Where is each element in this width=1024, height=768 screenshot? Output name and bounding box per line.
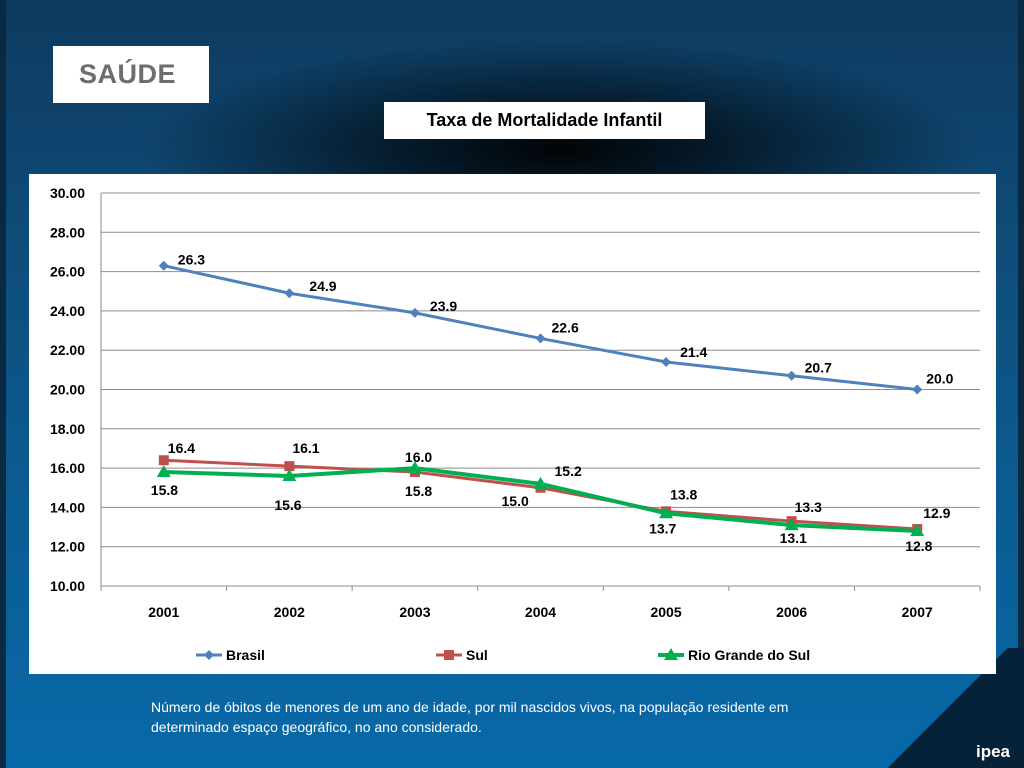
x-tick-label-4: 2005 xyxy=(650,604,681,620)
data-label-brasil-2003: 23.9 xyxy=(430,298,457,314)
legend-marker-brasil xyxy=(204,650,214,660)
y-tick-label-3: 16.00 xyxy=(50,460,85,476)
point-brasil-2003 xyxy=(409,307,420,318)
point-rio-grande-do-sul-2003 xyxy=(407,461,422,474)
x-tick-label-0: 2001 xyxy=(148,604,179,620)
y-tick-label-6: 22.00 xyxy=(50,342,85,358)
point-brasil-2007 xyxy=(912,384,923,395)
data-label-rio-grande-do-sul-2004: 15.2 xyxy=(555,463,582,479)
point-rio-grande-do-sul-2005 xyxy=(659,506,674,519)
legend-label-brasil: Brasil xyxy=(226,647,265,663)
section-badge: SAÚDE xyxy=(53,46,209,103)
y-tick-label-1: 12.00 xyxy=(50,539,85,555)
point-brasil-2004 xyxy=(535,333,546,344)
data-label-sul-2002: 16.1 xyxy=(292,440,319,456)
y-tick-label-5: 20.00 xyxy=(50,382,85,398)
section-label: SAÚDE xyxy=(79,59,177,89)
data-label-sul-2006: 13.3 xyxy=(795,499,822,515)
point-brasil-2006 xyxy=(786,370,797,381)
y-tick-label-8: 26.00 xyxy=(50,264,85,280)
chart-data-labels: 26.3 24.9 23.9 22.6 21.4 20.7 20.0 16.4 16.1 15.8… xyxy=(151,252,954,554)
y-tick-label-10: 30.00 xyxy=(50,185,85,201)
x-tick-label-6: 2007 xyxy=(902,604,933,620)
data-label-brasil-2002: 24.9 xyxy=(309,278,336,294)
data-label-rio-grande-do-sul-2002: 15.6 xyxy=(274,497,301,513)
point-brasil-2002 xyxy=(284,288,295,299)
x-axis-ticks: 2001 2002 2003 2004 2005 2006 2007 xyxy=(148,604,933,620)
point-sul-2002 xyxy=(284,461,295,472)
chart-title: Taxa de Mortalidade Infantil xyxy=(384,102,705,139)
chart-caption: Número de óbitos de menores de um ano de… xyxy=(151,699,789,735)
data-label-rio-grande-do-sul-2003: 16.0 xyxy=(405,449,432,465)
legend-label-rio-grande-do-sul: Rio Grande do Sul xyxy=(688,647,810,663)
chart-title-text: Taxa de Mortalidade Infantil xyxy=(426,110,663,130)
data-label-brasil-2005: 21.4 xyxy=(680,344,707,360)
legend-label-sul: Sul xyxy=(466,647,488,663)
point-rio-grande-do-sul-2006 xyxy=(784,518,799,531)
point-rio-grande-do-sul-2001 xyxy=(156,465,171,478)
point-rio-grande-do-sul-2002 xyxy=(282,468,297,481)
point-brasil-2001 xyxy=(158,260,169,271)
chart-panel: 10.00 12.00 14.00 16.00 18.00 20.00 22.00 24.00… xyxy=(29,174,996,674)
chart-series xyxy=(156,260,925,536)
x-tick-label-1: 2002 xyxy=(274,604,305,620)
data-label-brasil-2007: 20.0 xyxy=(926,371,953,387)
y-tick-label-9: 28.00 xyxy=(50,224,85,240)
y-axis-ticks: 10.00 12.00 14.00 16.00 18.00 20.00 22.00 24.00… xyxy=(50,185,85,594)
point-rio-grande-do-sul-2004 xyxy=(533,476,548,489)
point-sul-2001 xyxy=(158,455,169,466)
y-tick-label-2: 14.00 xyxy=(50,499,85,515)
data-label-sul-2004: 15.0 xyxy=(502,493,529,509)
x-tick-label-3: 2004 xyxy=(525,604,556,620)
data-label-rio-grande-do-sul-2006: 13.1 xyxy=(780,530,807,546)
data-label-sul-2005: 13.8 xyxy=(670,486,697,502)
point-brasil-2005 xyxy=(661,356,672,367)
left-frame-border xyxy=(0,0,6,768)
legend-marker-rio-grande-do-sul xyxy=(664,648,678,660)
y-tick-label-4: 18.00 xyxy=(50,421,85,437)
data-label-sul-2007: 12.9 xyxy=(923,505,950,521)
data-label-sul-2003: 15.8 xyxy=(405,483,432,499)
legend-marker-sul xyxy=(444,650,454,660)
data-label-rio-grande-do-sul-2007: 12.8 xyxy=(905,538,932,554)
data-label-rio-grande-do-sul-2005: 13.7 xyxy=(649,520,676,536)
line-chart: 10.00 12.00 14.00 16.00 18.00 20.00 22.00 24.00… xyxy=(50,185,981,663)
x-tick-label-5: 2006 xyxy=(776,604,807,620)
data-label-rio-grande-do-sul-2001: 15.8 xyxy=(151,482,178,498)
data-label-brasil-2006: 20.7 xyxy=(805,360,832,376)
y-tick-label-7: 24.00 xyxy=(50,303,85,319)
series-line-sul xyxy=(163,458,918,531)
y-tick-label-0: 10.00 xyxy=(50,578,85,594)
data-label-brasil-2004: 22.6 xyxy=(552,319,579,335)
ipea-logo: ipea xyxy=(975,742,1010,761)
x-tick-label-2: 2003 xyxy=(399,604,430,620)
right-frame-border xyxy=(1018,0,1024,768)
data-label-brasil-2001: 26.3 xyxy=(178,252,205,268)
chart-gridlines xyxy=(100,192,981,591)
chart-legend: Brasil Sul Rio Grande do Sul xyxy=(196,647,810,663)
data-label-sul-2001: 16.4 xyxy=(168,440,195,456)
point-rio-grande-do-sul-2007 xyxy=(910,523,925,536)
